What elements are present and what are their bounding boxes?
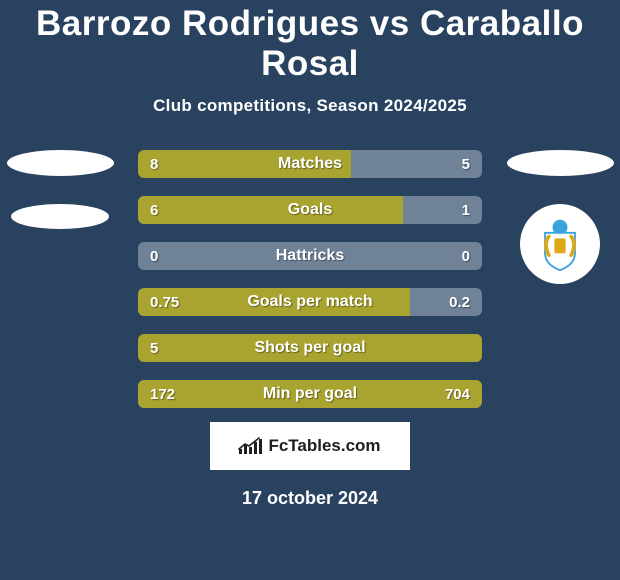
bar-right — [410, 288, 482, 316]
stat-row: Matches85 — [138, 150, 482, 178]
player-right-avatar-col — [500, 150, 620, 284]
bar-left — [138, 242, 310, 270]
comparison-infographic: Barrozo Rodrigues vs Caraballo Rosal Clu… — [0, 0, 620, 580]
bar-right — [310, 242, 482, 270]
page-title: Barrozo Rodrigues vs Caraballo Rosal — [0, 4, 620, 84]
stat-row: Min per goal172704 — [138, 380, 482, 408]
bar-left — [138, 288, 410, 316]
report-date: 17 october 2024 — [0, 488, 620, 509]
avatar-placeholder — [11, 204, 109, 229]
bar-left — [138, 150, 351, 178]
bar-right — [413, 380, 482, 408]
club-badge — [520, 204, 600, 284]
stat-row: Shots per goal5 — [138, 334, 482, 362]
stats-zone: Matches85 Goals61 Hattricks00 Goals per mat… — [0, 150, 620, 410]
player-left-avatar-col — [0, 150, 120, 229]
bar-right — [403, 196, 482, 224]
source-name: FcTables.com — [268, 436, 380, 456]
stat-row: Goals per match0.750.2 — [138, 288, 482, 316]
bar-left — [138, 196, 403, 224]
chart-icon — [239, 438, 262, 454]
bar-left — [138, 334, 482, 362]
source-badge: FcTables.com — [210, 422, 410, 470]
avatar-placeholder — [507, 150, 614, 176]
stat-row: Goals61 — [138, 196, 482, 224]
avatar-placeholder — [7, 150, 114, 176]
bar-right — [351, 150, 482, 178]
page-subtitle: Club competitions, Season 2024/2025 — [0, 96, 620, 116]
stat-row: Hattricks00 — [138, 242, 482, 270]
bar-left — [138, 380, 413, 408]
shield-icon — [532, 216, 588, 272]
stat-bars: Matches85 Goals61 Hattricks00 Goals per mat… — [138, 150, 482, 426]
